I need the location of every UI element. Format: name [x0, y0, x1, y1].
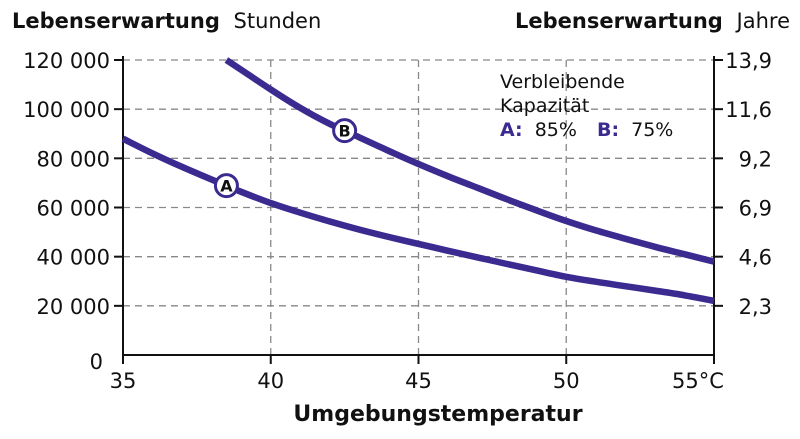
y-tick-label-left: 20 000 [37, 295, 110, 319]
tick-labels: 35 40 45 50 55°C 0 20 000 40 000 60 000 80 000 100… [23, 49, 772, 393]
legend-items: A: 85% B: 75% [500, 119, 673, 141]
y-tick-label-left: 0 [90, 350, 103, 374]
legend-heading-line1: Verbleibende [500, 71, 625, 93]
marker-circle [213, 173, 239, 199]
y-tick-label-right: 4,6 [739, 246, 772, 270]
grid [123, 59, 714, 355]
marker-label: B [339, 122, 351, 141]
left-axis-title-unit: Stunden [234, 9, 322, 33]
right-axis-title-bold: Lebenserwartung [515, 9, 723, 33]
right-axis-title-unit: Jahre [735, 9, 790, 33]
left-axis-title-bold: Lebenserwartung [12, 9, 220, 33]
x-tick-label: 45 [405, 369, 432, 393]
x-tick-label: 40 [257, 369, 284, 393]
x-tick-label: 50 [553, 369, 580, 393]
series-marker-b: B [332, 118, 358, 144]
y-tick-label-left: 120 000 [23, 49, 110, 73]
y-tick-label-right: 11,6 [725, 98, 772, 122]
marker-label: A [220, 177, 233, 196]
x-tick-label: 35 [110, 369, 137, 393]
y-tick-label-right: 13,9 [725, 49, 772, 73]
legend-key-b: B: [597, 119, 619, 141]
series-line-b [224, 57, 715, 265]
axes [114, 56, 723, 364]
marker-circle [332, 118, 358, 144]
legend-value-a: 85% [535, 119, 577, 141]
y-tick-label-right: 6,9 [739, 197, 772, 221]
legend-value-b: 75% [631, 119, 673, 141]
series-marker-a: A [213, 173, 239, 199]
y-tick-label-left: 60 000 [37, 197, 110, 221]
y-tick-label-right: 9,2 [739, 147, 772, 171]
legend-key-a: A: [500, 119, 523, 141]
legend-heading-line2: Kapazität [500, 95, 589, 117]
series-lines: AB [121, 57, 715, 305]
left-axis-title: Lebenserwartung Stunden [12, 9, 321, 33]
y-tick-label-right: 2,3 [739, 295, 772, 319]
y-tick-label-left: 40 000 [37, 246, 110, 270]
x-axis-label: Umgebungstemperatur [293, 402, 582, 427]
right-axis-title: Lebenserwartung Jahre [515, 9, 790, 33]
y-tick-label-left: 100 000 [23, 98, 110, 122]
legend: Verbleibende Kapazität A: 85% B: 75% [500, 71, 673, 141]
x-tick-label: 55°C [672, 369, 724, 393]
y-tick-label-left: 80 000 [37, 147, 110, 171]
